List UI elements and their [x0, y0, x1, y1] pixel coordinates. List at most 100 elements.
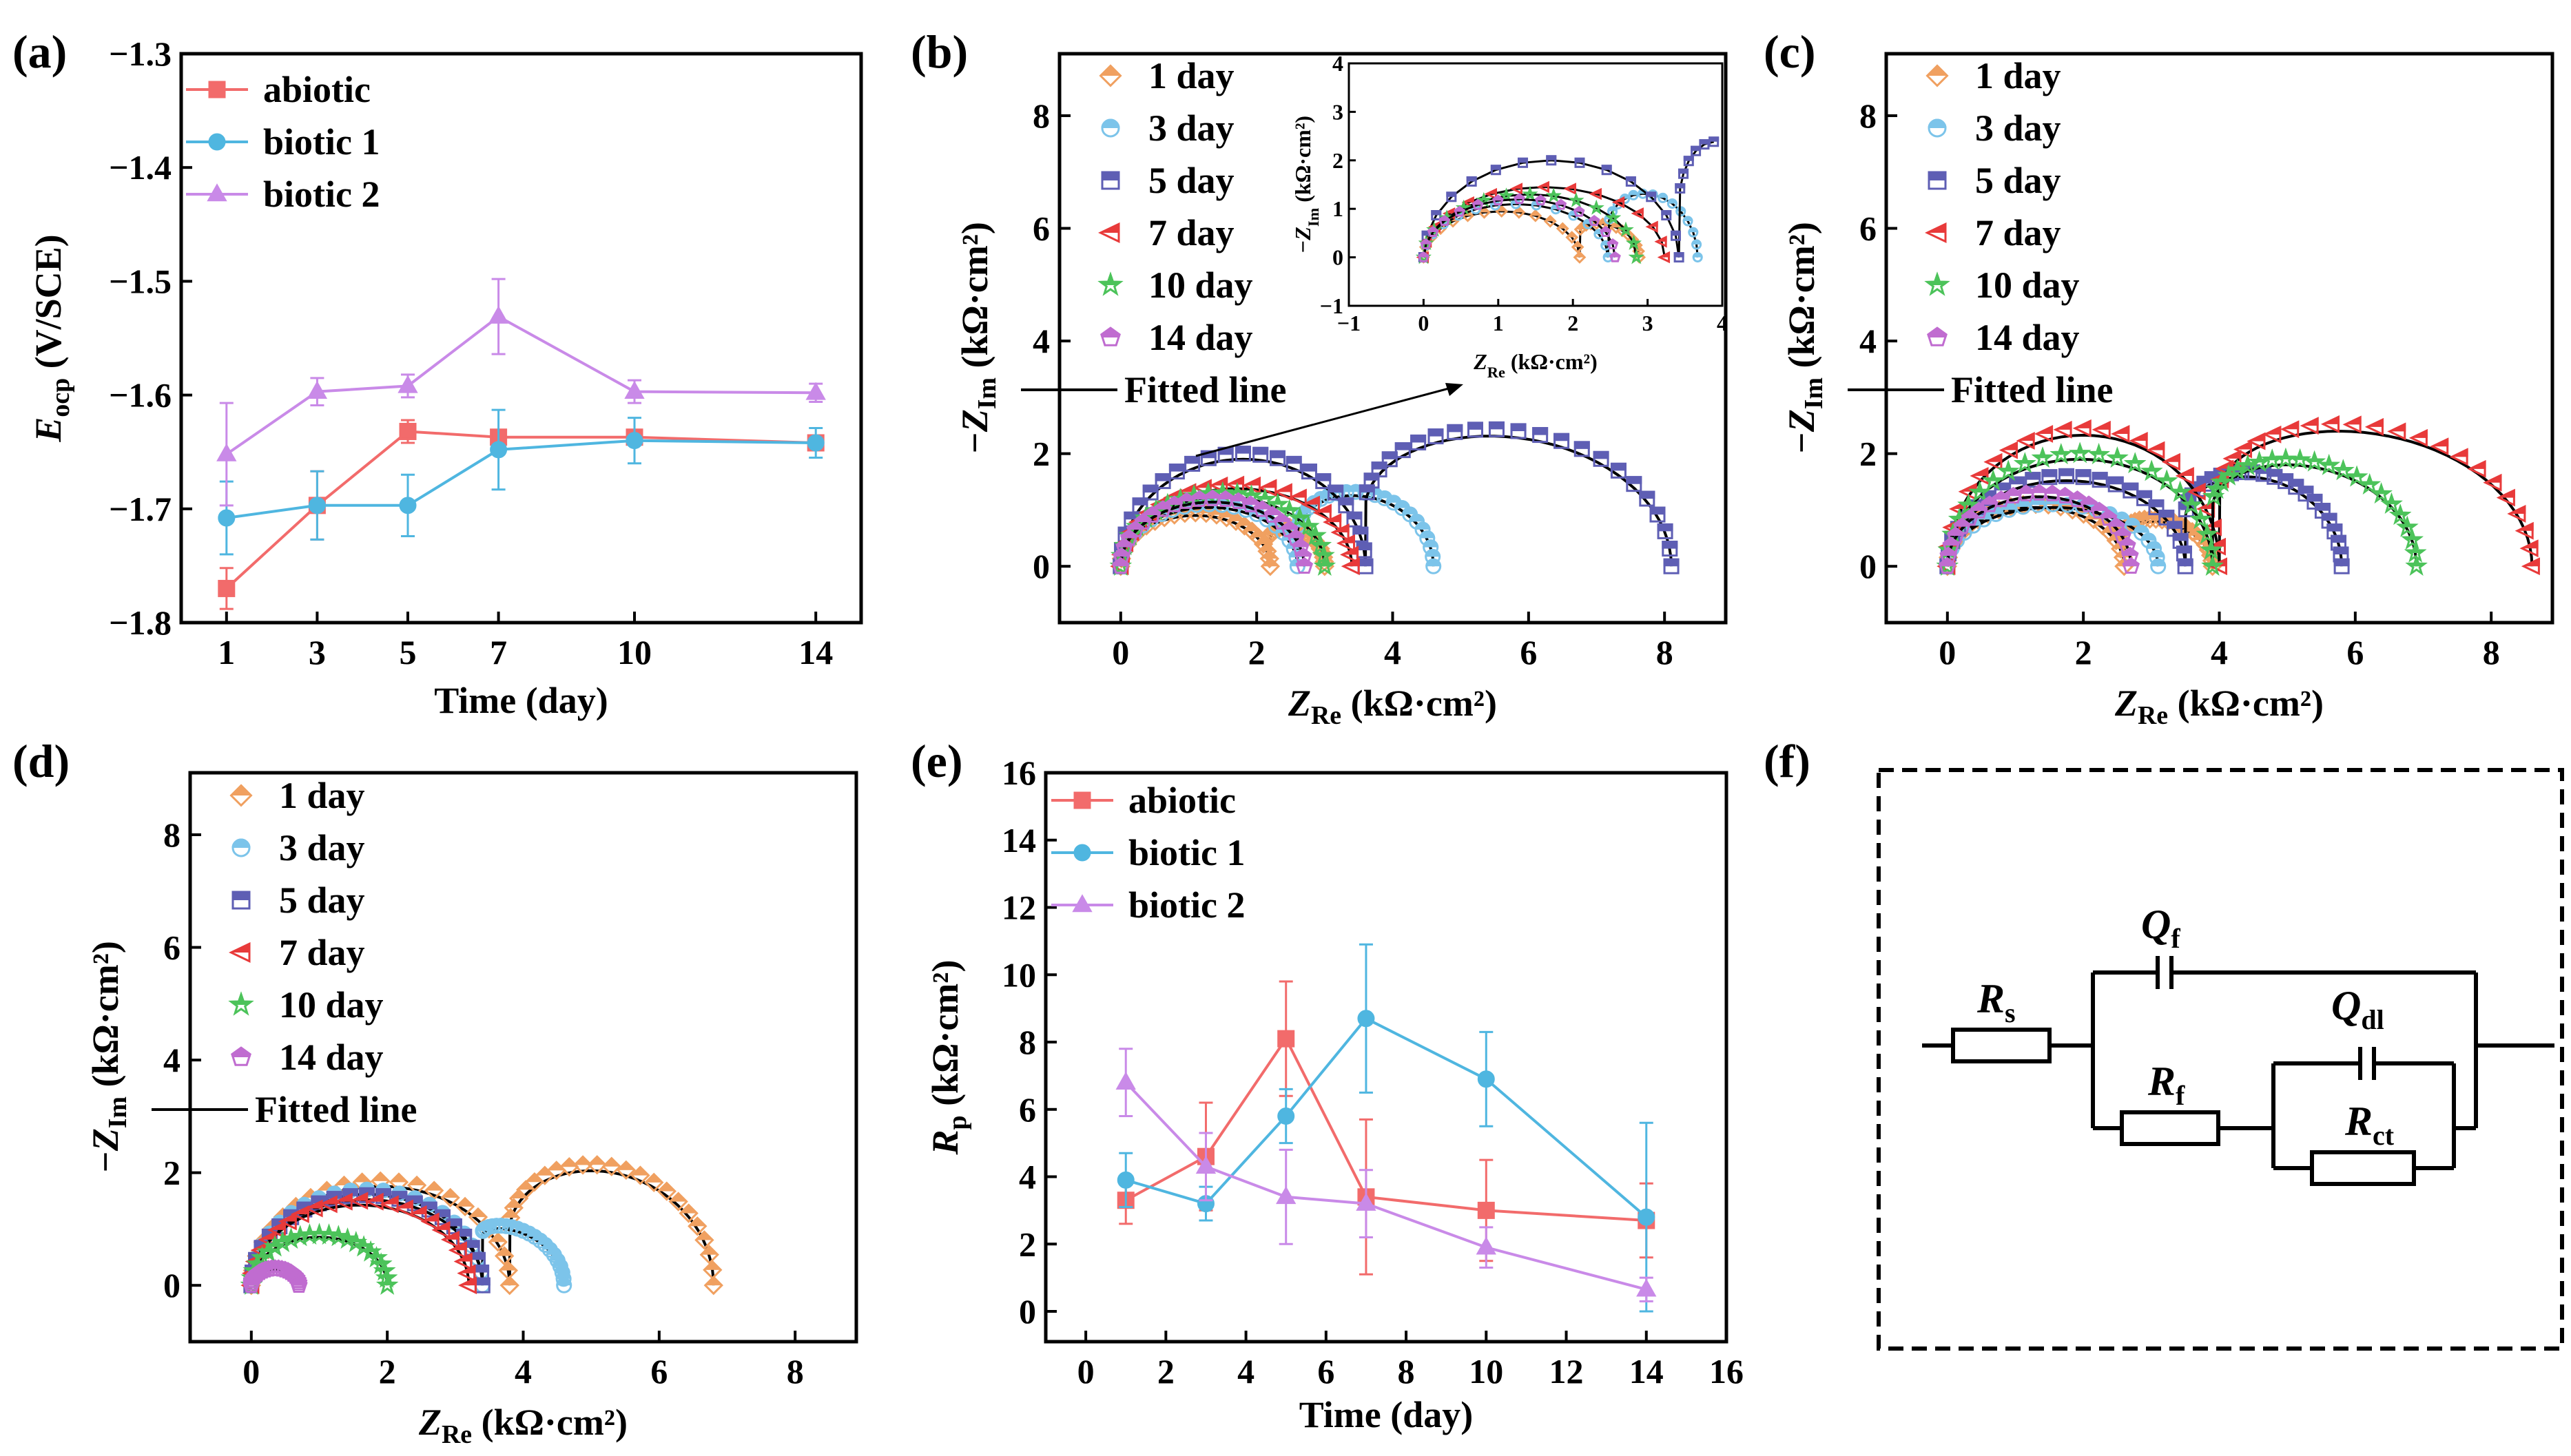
data-point-d5 [1657, 523, 1673, 532]
data-point-d14 [1229, 492, 1248, 502]
data-point-d7 [2507, 505, 2526, 514]
legend-label: 10 day [279, 984, 384, 1026]
legend-marker-d14 [231, 1046, 251, 1057]
data-point-d5 [311, 1195, 327, 1204]
data-point-d5 [1447, 424, 1463, 433]
x-tick-label: 4 [515, 1352, 532, 1391]
legend-label: 3 day [1975, 107, 2061, 149]
inset-point-d14 [1472, 198, 1484, 205]
data-point-d14 [1144, 506, 1161, 516]
data-point-d10 [2201, 554, 2224, 567]
data-point-d5 [1315, 473, 1332, 481]
data-point-d5 [1553, 433, 1570, 441]
legend-marker-abiotic [208, 81, 226, 98]
data-point-d5 [1371, 461, 1387, 470]
label-qdl: Qdl [2331, 983, 2384, 1035]
inset-point-d7 [1611, 196, 1625, 202]
data-point-d1 [468, 1207, 488, 1218]
data-point-d3 [2140, 532, 2157, 541]
data-point-d5 [2009, 476, 2025, 485]
data-point-d7 [2321, 415, 2340, 424]
data-point-d5 [1663, 558, 1680, 567]
legend-marker-d3 [1928, 118, 1947, 128]
data-point-d7 [1177, 483, 1197, 492]
y-axis-label: −ZIm (kΩ·cm²) [954, 222, 1002, 455]
data-point-biotic2 [1276, 1186, 1297, 1205]
data-point-d7 [441, 1231, 460, 1240]
data-point-d5 [2326, 523, 2343, 532]
data-point-d10 [2332, 459, 2355, 471]
data-point-d1 [424, 1181, 444, 1191]
data-point-d10 [2200, 538, 2222, 550]
data-point-d5 [1168, 464, 1185, 472]
label-rct: Rct [2344, 1099, 2395, 1151]
data-point-d5 [474, 1277, 491, 1286]
data-point-d3 [2133, 525, 2149, 533]
data-point-d7 [1983, 453, 2003, 462]
inset-point-d5 [1673, 252, 1684, 258]
data-point-d3 [1423, 539, 1439, 548]
data-point-biotic1 [1477, 1070, 1495, 1088]
data-point-d5 [1269, 450, 1286, 459]
data-point-d5 [2148, 499, 2165, 508]
data-point-d5 [1593, 450, 1609, 459]
data-point-d5 [1359, 484, 1375, 492]
y-tick-label: 8 [1033, 96, 1050, 135]
data-point-d5 [1639, 490, 1655, 499]
data-point-d10 [2087, 443, 2110, 455]
legend-label: 5 day [1148, 160, 1235, 201]
data-point-d7 [267, 1221, 286, 1230]
data-point-d7 [1241, 476, 1261, 486]
data-point-biotic2 [1636, 1278, 1657, 1297]
data-point-d7 [1226, 475, 1245, 485]
y-tick-label: 8 [1859, 96, 1877, 135]
data-point-d7 [2016, 432, 2035, 441]
data-point-d10 [375, 1266, 398, 1278]
panel-b: 0 2 4 6 8 0 2 4 6 8 ZRe (kΩ·cm²) −ZIm (kΩ·cm²) 1 day… [954, 51, 1728, 730]
data-point-d7 [318, 1195, 338, 1205]
legend-label: biotic 2 [1128, 884, 1246, 926]
data-point-d10 [1957, 493, 1980, 506]
resistor-rs [1951, 1028, 2052, 1063]
data-point-d14 [2100, 509, 2118, 519]
data-point-d7 [1301, 495, 1320, 505]
data-point-d1 [699, 1245, 719, 1255]
data-point-d7 [2161, 453, 2180, 462]
inset-point-d5 [1625, 176, 1636, 182]
data-point-d5 [406, 1195, 423, 1204]
series-line-biotic2 [225, 315, 816, 456]
inset-arrow-head [1445, 383, 1463, 396]
data-point-d5 [271, 1218, 288, 1227]
y-axis-label: −ZIm (kΩ·cm²) [1781, 222, 1828, 455]
inset-point-d5 [1574, 157, 1585, 163]
data-point-d7 [1330, 523, 1350, 532]
data-point-d7 [2280, 420, 2300, 430]
data-point-d7 [278, 1212, 297, 1222]
legend-marker-d3 [231, 838, 251, 848]
legend-label: 1 day [1975, 55, 2061, 96]
data-point-d5 [1328, 484, 1344, 493]
data-point-d14 [1294, 547, 1312, 557]
x-tick-label: 1 [218, 633, 235, 672]
inset-point-d14 [1418, 251, 1429, 258]
data-point-biotic1 [807, 434, 825, 452]
data-point-d7 [333, 1192, 353, 1202]
legend-marker-d3 [1101, 118, 1120, 128]
y-tick-label: −1.4 [109, 148, 172, 187]
data-point-d7 [2175, 467, 2194, 477]
data-point-d3 [555, 1271, 572, 1279]
legend-label: biotic 1 [263, 121, 380, 163]
y-tick-label: 12 [1002, 888, 1036, 927]
data-point-d10 [2031, 446, 2054, 459]
legend-marker-d1 [1099, 64, 1122, 76]
data-point-d10 [2049, 443, 2073, 455]
y-tick-label: 10 [1002, 955, 1036, 994]
legend-marker-biotic2 [1072, 894, 1093, 913]
data-point-d5 [1994, 482, 2010, 491]
inset-x-tick-label: −1 [1337, 311, 1361, 335]
x-tick-label: 10 [617, 633, 652, 672]
data-point-d10 [2289, 448, 2311, 460]
data-point-d7 [2521, 557, 2540, 567]
x-tick-label: 14 [1629, 1352, 1664, 1391]
